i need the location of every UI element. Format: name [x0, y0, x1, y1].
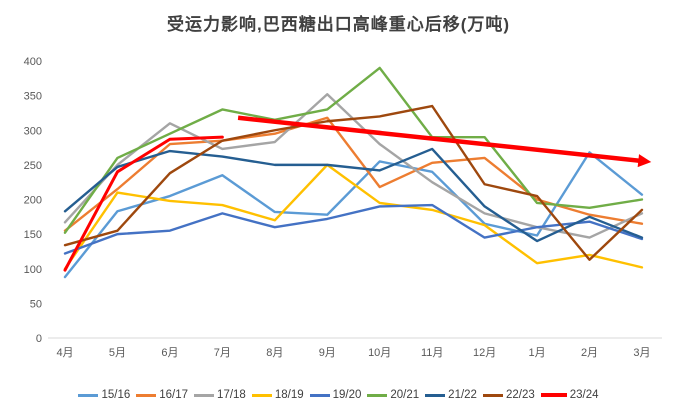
x-tick-label: 11月: [421, 347, 443, 359]
legend-swatch-20-21: [367, 393, 388, 397]
x-tick-label: 5月: [109, 347, 126, 359]
trend-arrow-shaft: [237, 115, 640, 163]
series-line-16-17: [63, 116, 644, 232]
chart-legend: 15/16 16/17 17/18 18/19 19/20 20/21 21/22 22/23…: [0, 389, 677, 401]
x-tick-label: 3月: [633, 347, 650, 359]
x-tick-label: 12月: [473, 347, 496, 359]
series-line-18-19: [63, 163, 644, 270]
y-tick-label: 100: [24, 264, 42, 276]
legend-swatch-23-24: [540, 393, 567, 397]
legend-label: 17/18: [217, 389, 246, 401]
legend-item-16-17: 16/17: [136, 389, 188, 401]
series-line-23-24: [63, 135, 224, 272]
legend-swatch-15-16: [78, 393, 99, 397]
x-tick-label: 10月: [368, 347, 391, 359]
legend-label: 16/17: [159, 389, 189, 401]
legend-swatch-21-22: [425, 393, 446, 397]
legend-swatch-22-23: [482, 393, 503, 397]
x-tick-label: 2月: [581, 347, 598, 359]
legend-swatch-18-19: [251, 393, 272, 397]
y-tick-label: 400: [24, 56, 42, 68]
series-line-22-23: [63, 104, 644, 261]
legend-item-23-24: 23/24: [540, 389, 599, 401]
series-line-15-16: [63, 151, 644, 279]
legend-swatch-19-20: [309, 393, 330, 397]
legend-label: 19/20: [332, 389, 362, 401]
x-tick-label: 4月: [56, 347, 73, 359]
legend-item-22-23: 22/23: [482, 389, 535, 401]
y-tick-label: 300: [24, 125, 42, 137]
legend-label: 20/21: [390, 389, 420, 401]
series-line-20-21: [63, 66, 644, 234]
legend-item-19-20: 19/20: [309, 389, 362, 401]
trend-arrow-head: [637, 154, 652, 168]
legend-item-15-16: 15/16: [78, 389, 130, 401]
legend-swatch-17-18: [194, 393, 215, 397]
x-tick-label: 1月: [528, 347, 545, 359]
y-tick-label: 50: [30, 298, 42, 310]
legend-item-18-19: 18/19: [251, 389, 304, 401]
series-line-17-18: [63, 93, 644, 239]
x-tick-label: 8月: [266, 347, 283, 359]
series-line-19-20: [63, 203, 644, 255]
y-tick-label: 0: [36, 333, 42, 345]
legend-swatch-16-17: [136, 393, 157, 397]
x-tick-label: 7月: [214, 347, 231, 359]
y-tick-label: 200: [24, 195, 42, 207]
series-line-21-22: [63, 147, 644, 243]
legend-label: 22/23: [505, 389, 535, 401]
x-tick-label: 9月: [319, 347, 336, 359]
legend-item-17-18: 17/18: [194, 389, 246, 401]
chart-title: 受运力影响,巴西糖出口高峰重心后移(万吨): [166, 15, 511, 34]
legend-label: 15/16: [101, 389, 131, 401]
legend-item-20-21: 20/21: [367, 389, 419, 401]
y-tick-label: 350: [24, 91, 42, 103]
legend-label: 18/19: [274, 389, 304, 401]
legend-label: 23/24: [569, 389, 599, 401]
legend-item-21-22: 21/22: [425, 389, 477, 401]
legend-label: 21/22: [448, 389, 477, 401]
x-tick-label: 6月: [161, 347, 178, 359]
y-tick-label: 250: [24, 160, 42, 172]
y-tick-label: 150: [24, 229, 42, 241]
